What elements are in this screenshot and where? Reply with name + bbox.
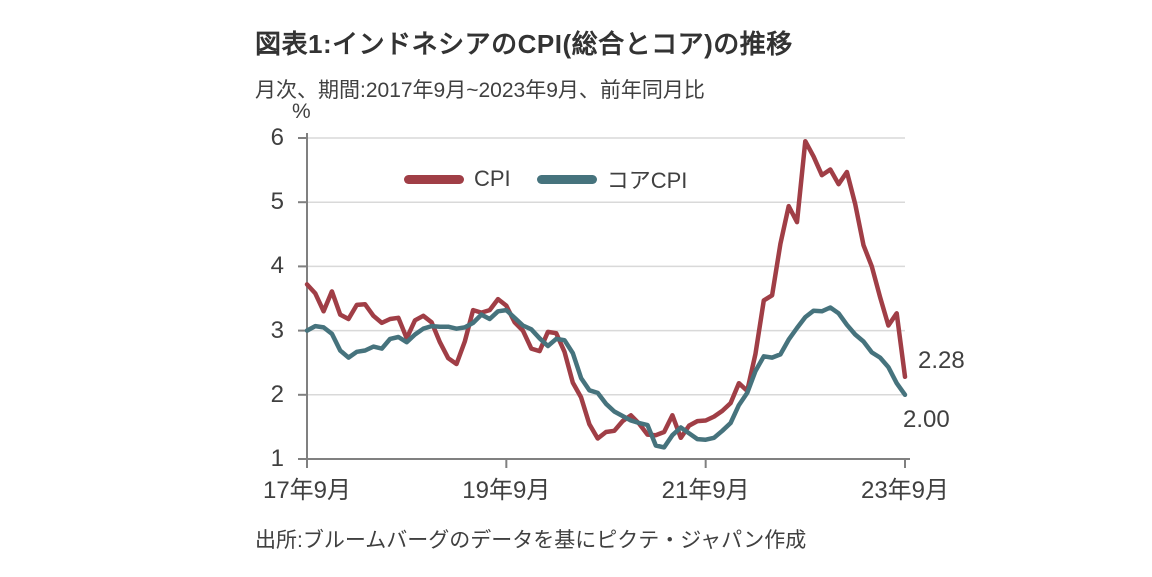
legend-label: CPI xyxy=(474,166,511,191)
x-axis-tick-label: 23年9月 xyxy=(860,477,950,504)
x-axis-tick-label: 21年9月 xyxy=(661,477,750,504)
x-axis-tick-label: 17年9月 xyxy=(262,477,352,504)
core-cpi-line-swatch-icon xyxy=(536,174,597,184)
y-axis-tick-label: 4 xyxy=(270,252,284,280)
cpi-line xyxy=(304,138,908,441)
core-cpi-end-value-label: 2.00 xyxy=(903,406,950,433)
y-axis-tick-label: 6 xyxy=(270,124,284,151)
y-axis-unit-label: % xyxy=(292,100,311,123)
y-axis-tick-label: 2 xyxy=(270,380,284,408)
chart-legend: CPI コアCPI xyxy=(404,163,687,195)
x-axis-tick-label: 19年9月 xyxy=(462,477,551,504)
y-axis-tick-label: 5 xyxy=(270,188,284,216)
legend-item-cpi: CPI xyxy=(404,166,511,192)
y-axis-tick-label: 1 xyxy=(270,445,284,472)
legend-label: コアCPI xyxy=(606,168,688,193)
cpi-line-swatch-icon xyxy=(404,174,464,184)
legend-item-core-cpi: コアCPI xyxy=(536,163,688,195)
cpi-end-value-label: 2.28 xyxy=(918,347,965,374)
chart-title: 図表1:インドネシアのCPI(総合とコア)の推移 xyxy=(255,29,793,59)
core-cpi-line xyxy=(304,305,908,450)
chart-subtitle: 月次、期間:2017年9月~2023年9月、前年同月比 xyxy=(255,79,705,102)
source-note: 出所:ブルームバーグのデータを基にピクテ・ジャパン作成 xyxy=(255,529,807,552)
y-axis-tick-label: 3 xyxy=(270,316,284,344)
